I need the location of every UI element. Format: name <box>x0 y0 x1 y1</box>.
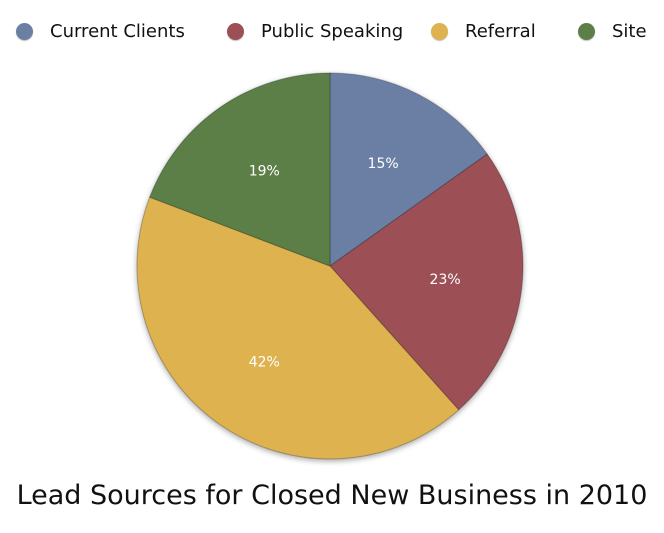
legend-swatch-public-speaking <box>227 22 244 40</box>
pie-label-public-speaking: 23% <box>430 272 461 288</box>
legend-item-referral: Referral <box>431 17 536 45</box>
legend-item-site: Site <box>578 17 647 45</box>
legend-swatch-referral <box>431 22 448 40</box>
pie-label-current-clients: 15% <box>368 156 399 172</box>
pie-slice-current-clients <box>329 72 488 267</box>
pie-label-site: 19% <box>249 164 280 180</box>
chart-legend: Current Clients Public Speaking Referral… <box>0 17 664 47</box>
pie-slice-public-speaking <box>329 153 524 411</box>
pie-slices <box>136 72 524 460</box>
pie-labels: 15% 23% 42% 19% <box>249 156 461 370</box>
legend-label-current-clients: Current Clients <box>50 20 185 42</box>
pie-slice-site <box>149 72 331 267</box>
legend-item-public-speaking: Public Speaking <box>227 17 403 45</box>
legend-swatch-current-clients <box>16 22 33 40</box>
pie-slice-referral <box>136 196 460 460</box>
pie-label-referral: 42% <box>249 354 280 370</box>
pie-chart: 15% 23% 42% 19% <box>136 72 524 460</box>
legend-label-public-speaking: Public Speaking <box>261 20 404 42</box>
legend-label-site: Site <box>612 20 647 42</box>
legend-swatch-site <box>578 22 595 40</box>
legend-item-current-clients: Current Clients <box>16 17 185 45</box>
chart-title: Lead Sources for Closed New Business in … <box>16 480 648 511</box>
legend-label-referral: Referral <box>465 20 536 42</box>
